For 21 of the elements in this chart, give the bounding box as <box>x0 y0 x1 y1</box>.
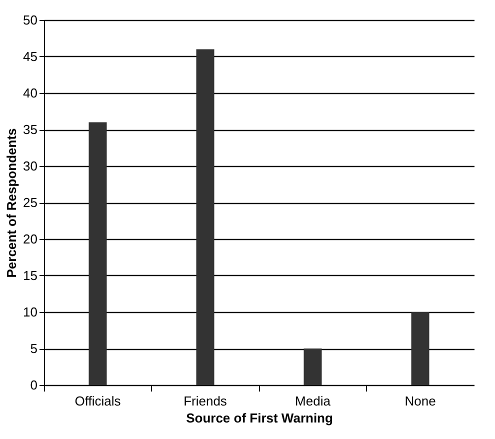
y-tick-label: 50 <box>23 12 38 28</box>
bar <box>88 122 107 385</box>
x-tick-label: Media <box>295 394 332 408</box>
bar <box>304 348 322 385</box>
y-tick-label: 5 <box>30 341 38 356</box>
y-tick-label: 45 <box>23 49 38 64</box>
y-tick-label: 25 <box>23 195 38 210</box>
y-tick-label: 35 <box>23 122 38 137</box>
y-tick-label: 20 <box>23 232 38 246</box>
x-tick-label: None <box>404 394 436 408</box>
x-tick-label: Officials <box>74 394 122 408</box>
y-tick-label: 40 <box>23 86 38 100</box>
x-axis-title: Source of First Warning <box>186 410 333 426</box>
y-tick-label: 15 <box>23 268 38 283</box>
y-tick-label: 30 <box>23 158 38 174</box>
bar <box>411 312 430 385</box>
bar <box>196 49 214 385</box>
x-tick-label: Friends <box>184 394 228 408</box>
y-tick-label: 10 <box>23 304 38 320</box>
y-tick-label: 0 <box>30 378 38 392</box>
y-axis-title: Percent of Respondents <box>4 128 20 278</box>
